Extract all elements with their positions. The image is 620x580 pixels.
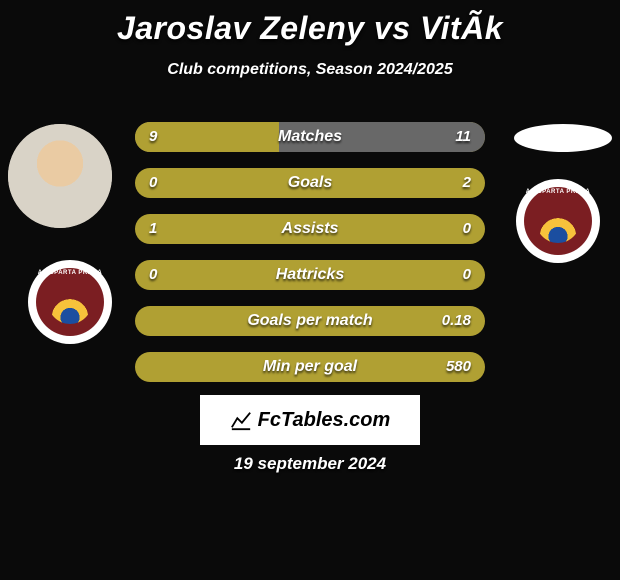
player-right-avatar [514, 124, 612, 152]
club-badge-left: AC SPARTA PRAHA [28, 260, 112, 344]
badge-text: AC SPARTA PRAHA [526, 189, 590, 195]
comparison-title: Jaroslav Zeleny vs VitÃk [0, 0, 620, 47]
player-left-avatar [8, 124, 112, 228]
stat-row: 0Goals2 [135, 168, 485, 198]
stat-value-right: 2 [463, 168, 471, 198]
stat-label: Assists [135, 214, 485, 244]
badge-core-icon [48, 280, 92, 324]
stat-row: 9Matches11 [135, 122, 485, 152]
stat-value-right: 580 [446, 352, 471, 382]
stat-row: Min per goal580 [135, 352, 485, 382]
stat-label: Min per goal [135, 352, 485, 382]
stat-row: Goals per match0.18 [135, 306, 485, 336]
player-face-icon [8, 124, 112, 228]
fctables-logo[interactable]: FcTables.com [200, 395, 420, 445]
badge-core-icon [536, 199, 580, 243]
badge-text: AC SPARTA PRAHA [38, 270, 102, 276]
stat-label: Goals per match [135, 306, 485, 336]
stat-value-right: 11 [455, 122, 471, 152]
stats-container: 9Matches110Goals21Assists00Hattricks0Goa… [135, 122, 485, 398]
sparta-praha-badge-icon: AC SPARTA PRAHA [36, 268, 104, 336]
stat-value-right: 0 [463, 214, 471, 244]
stat-label: Matches [135, 122, 485, 152]
sparta-praha-badge-icon: AC SPARTA PRAHA [524, 187, 592, 255]
comparison-subtitle: Club competitions, Season 2024/2025 [0, 61, 620, 79]
club-badge-right: AC SPARTA PRAHA [516, 179, 600, 263]
chart-line-icon [230, 409, 252, 431]
stat-label: Goals [135, 168, 485, 198]
footer-date: 19 september 2024 [0, 454, 620, 474]
footer-brand-text: FcTables.com [258, 409, 391, 432]
stat-label: Hattricks [135, 260, 485, 290]
stat-row: 0Hattricks0 [135, 260, 485, 290]
stat-value-right: 0 [463, 260, 471, 290]
stat-value-right: 0.18 [442, 306, 471, 336]
stat-row: 1Assists0 [135, 214, 485, 244]
